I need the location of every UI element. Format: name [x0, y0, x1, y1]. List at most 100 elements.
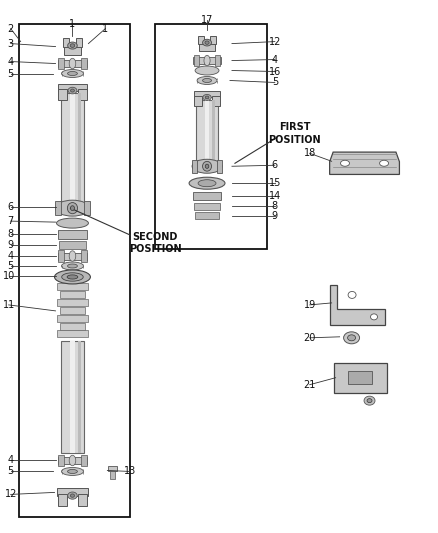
Polygon shape [330, 285, 385, 325]
Text: 7: 7 [7, 216, 14, 226]
Text: 11: 11 [3, 300, 15, 310]
Text: 17: 17 [201, 14, 213, 25]
Bar [57, 230, 88, 239]
Text: 9: 9 [272, 211, 278, 221]
Text: FIRST
POSITION: FIRST POSITION [268, 122, 321, 144]
Text: 12: 12 [268, 37, 281, 46]
Text: 16: 16 [268, 67, 281, 77]
Ellipse shape [343, 332, 360, 344]
Ellipse shape [348, 292, 356, 298]
Bar [57, 495, 67, 506]
Text: 6: 6 [7, 202, 14, 212]
Ellipse shape [197, 77, 217, 84]
Bar [212, 100, 215, 163]
Text: 8: 8 [7, 229, 14, 239]
Ellipse shape [204, 55, 210, 66]
Bar [58, 455, 64, 466]
Ellipse shape [70, 44, 75, 47]
Text: SECOND
POSITION: SECOND POSITION [129, 232, 181, 254]
Bar [57, 284, 88, 290]
Bar [84, 201, 90, 215]
Ellipse shape [198, 180, 216, 187]
Bar [194, 92, 220, 98]
Ellipse shape [71, 206, 74, 211]
Bar [57, 488, 88, 496]
Bar [76, 38, 82, 47]
Ellipse shape [205, 41, 209, 44]
Text: 5: 5 [7, 261, 14, 271]
Ellipse shape [340, 160, 350, 166]
Text: 3: 3 [7, 38, 14, 49]
Text: 19: 19 [304, 300, 316, 310]
Ellipse shape [67, 71, 78, 76]
Bar [58, 58, 64, 69]
Text: 14: 14 [268, 191, 281, 201]
Ellipse shape [192, 159, 222, 173]
Bar [60, 322, 85, 329]
Text: 5: 5 [7, 466, 14, 477]
Ellipse shape [71, 89, 74, 92]
Ellipse shape [69, 455, 76, 466]
Text: 8: 8 [272, 201, 278, 211]
Ellipse shape [205, 164, 209, 168]
Bar [212, 96, 220, 107]
Bar [155, 23, 267, 249]
Bar [210, 36, 216, 44]
Bar [205, 100, 209, 163]
Bar [78, 341, 81, 453]
Bar [58, 251, 64, 262]
Ellipse shape [71, 494, 74, 497]
Bar [60, 93, 85, 203]
Text: 10: 10 [3, 271, 15, 281]
Text: 2: 2 [7, 23, 14, 34]
Ellipse shape [61, 467, 83, 475]
Text: 1: 1 [69, 19, 75, 29]
Bar [196, 100, 218, 163]
Ellipse shape [202, 78, 212, 83]
Text: 4: 4 [7, 456, 14, 465]
Bar [81, 251, 87, 262]
Bar [194, 203, 220, 209]
Ellipse shape [68, 492, 77, 499]
Bar [64, 45, 81, 54]
Text: 20: 20 [304, 333, 316, 343]
Text: 5: 5 [272, 77, 278, 87]
Ellipse shape [348, 335, 356, 341]
Bar [78, 93, 81, 203]
Ellipse shape [195, 66, 219, 75]
Ellipse shape [67, 264, 78, 268]
Bar [57, 60, 88, 67]
Bar [63, 38, 69, 47]
Bar [348, 371, 371, 384]
Bar [58, 90, 67, 100]
Bar [194, 96, 202, 107]
Ellipse shape [371, 314, 378, 320]
Ellipse shape [56, 200, 89, 216]
Bar [195, 212, 219, 219]
Bar [198, 36, 204, 44]
Polygon shape [330, 152, 399, 174]
Bar [57, 457, 88, 464]
Ellipse shape [202, 39, 212, 46]
Bar [193, 57, 221, 64]
Text: 12: 12 [4, 489, 17, 499]
Bar [108, 466, 117, 471]
Text: 9: 9 [7, 240, 14, 250]
Ellipse shape [364, 396, 375, 405]
Bar [215, 55, 220, 66]
Text: 6: 6 [272, 160, 278, 170]
Ellipse shape [380, 160, 389, 166]
Ellipse shape [69, 251, 76, 261]
Bar [199, 42, 215, 51]
Ellipse shape [61, 262, 83, 270]
Polygon shape [334, 363, 388, 393]
Ellipse shape [67, 203, 78, 214]
Ellipse shape [67, 275, 78, 279]
Ellipse shape [54, 270, 90, 284]
Ellipse shape [68, 87, 77, 94]
Ellipse shape [68, 42, 77, 49]
Bar [59, 241, 86, 249]
Text: 4: 4 [272, 54, 278, 64]
Bar [19, 23, 130, 518]
Bar [60, 341, 85, 453]
